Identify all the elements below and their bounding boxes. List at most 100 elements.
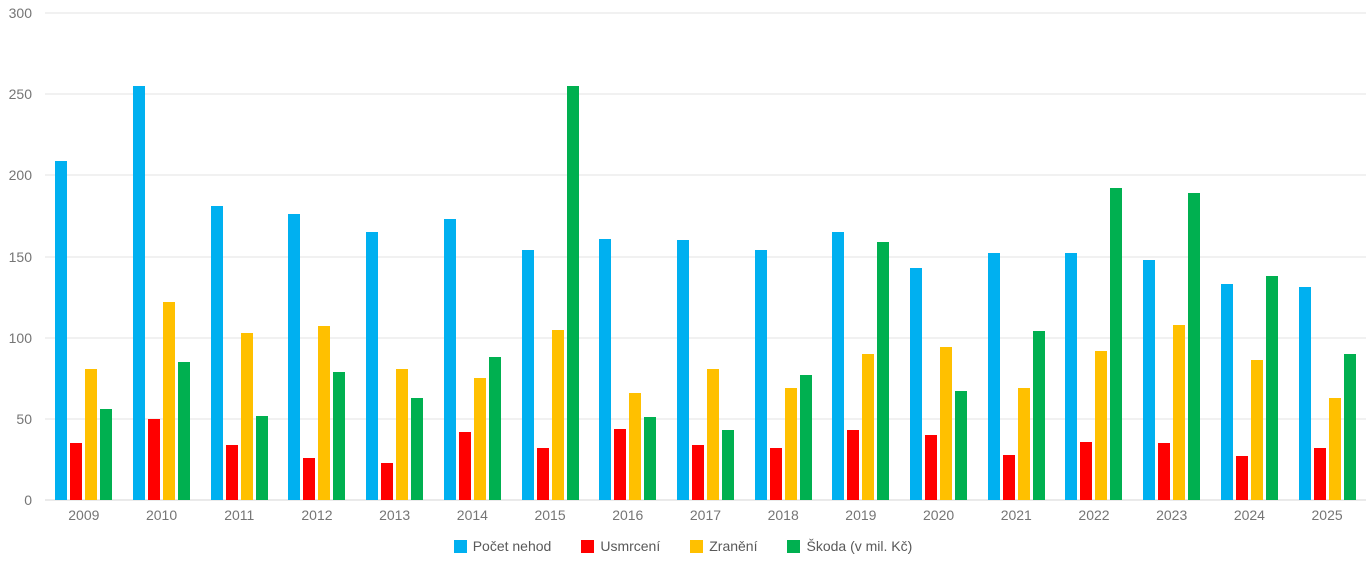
- bar-skoda-v-mil-kc-2021: [1032, 331, 1045, 500]
- x-axis-tick-label-2016: 2016: [612, 507, 644, 523]
- bar-zraneni-2019: [862, 353, 875, 500]
- bar-pocet-nehod-2020: [910, 267, 923, 500]
- bar-zraneni-2014: [473, 378, 486, 500]
- bar-skoda-v-mil-kc-2020: [955, 391, 968, 500]
- bar-usmrceni-2011: [225, 444, 238, 500]
- bar-pocet-nehod-2009: [55, 160, 68, 500]
- bar-zraneni-2012: [318, 326, 331, 500]
- legend-item-skoda-v-mil-kc: Škoda (v mil. Kč): [787, 538, 912, 554]
- bar-pocet-nehod-2025: [1298, 287, 1311, 500]
- x-axis-tick-label-2024: 2024: [1233, 507, 1265, 523]
- x-axis-baseline: [45, 499, 1366, 501]
- bar-skoda-v-mil-kc-2010: [178, 362, 191, 500]
- y-axis-tick-label: 200: [8, 167, 32, 184]
- bar-usmrceni-2012: [303, 457, 316, 500]
- bar-group-2017: [667, 13, 745, 500]
- bar-group-2025: [1288, 13, 1366, 500]
- bar-usmrceni-2014: [458, 431, 471, 500]
- bar-group-2011: [200, 13, 278, 500]
- chart-legend: Počet nehod Usmrcení Zranění Škoda (v mil. …: [0, 538, 1366, 554]
- bar-skoda-v-mil-kc-2016: [644, 417, 657, 500]
- bar-group-2021: [977, 13, 1055, 500]
- x-axis-tick-label-2015: 2015: [534, 507, 566, 523]
- x-axis-tick-label-2013: 2013: [379, 507, 411, 523]
- legend-label: Zranění: [709, 538, 758, 554]
- bar-zraneni-2024: [1250, 360, 1263, 500]
- gridline: [45, 418, 1366, 420]
- bar-skoda-v-mil-kc-2013: [411, 397, 424, 500]
- legend-item-zraneni: Zranění: [690, 538, 757, 554]
- bar-usmrceni-2021: [1002, 454, 1015, 500]
- x-axis-tick-label-2025: 2025: [1311, 507, 1343, 523]
- y-axis-tick-label: 250: [8, 86, 32, 103]
- bar-usmrceni-2024: [1235, 456, 1248, 500]
- bar-zraneni-2016: [629, 392, 642, 500]
- bar-group-2010: [123, 13, 201, 500]
- bar-pocet-nehod-2012: [288, 214, 301, 500]
- legend-swatch-icon: [453, 539, 467, 553]
- bar-zraneni-2015: [551, 329, 564, 500]
- legend-item-usmrceni: Usmrcení: [581, 538, 660, 554]
- bar-pocet-nehod-2018: [754, 250, 767, 500]
- y-axis-tick-label: 150: [8, 248, 32, 265]
- bar-pocet-nehod-2010: [133, 86, 146, 500]
- bar-skoda-v-mil-kc-2011: [255, 415, 268, 500]
- bar-usmrceni-2009: [70, 443, 83, 500]
- bar-skoda-v-mil-kc-2024: [1265, 275, 1278, 500]
- bar-usmrceni-2020: [925, 435, 938, 500]
- legend-item-pocet-nehod: Počet nehod: [453, 538, 551, 554]
- gridline: [45, 12, 1366, 14]
- bar-zraneni-2010: [163, 301, 176, 500]
- bar-group-2014: [434, 13, 512, 500]
- bar-skoda-v-mil-kc-2018: [799, 375, 812, 500]
- bar-pocet-nehod-2013: [366, 232, 379, 500]
- gridline: [45, 174, 1366, 176]
- bar-usmrceni-2016: [614, 428, 627, 500]
- x-axis-tick-label-2009: 2009: [68, 507, 100, 523]
- x-axis-tick-label-2020: 2020: [923, 507, 955, 523]
- bar-group-2023: [1133, 13, 1211, 500]
- bar-usmrceni-2025: [1313, 448, 1326, 500]
- x-axis-tick-label-2010: 2010: [145, 507, 178, 523]
- bar-group-2012: [278, 13, 356, 500]
- bar-usmrceni-2019: [847, 430, 860, 500]
- y-axis-tick-label: 0: [24, 492, 32, 508]
- gridline: [45, 337, 1366, 339]
- legend-swatch-icon: [581, 539, 595, 553]
- bar-skoda-v-mil-kc-2012: [333, 371, 346, 500]
- x-axis-tick-label-2018: 2018: [767, 507, 799, 523]
- bar-usmrceni-2013: [381, 462, 394, 500]
- bar-skoda-v-mil-kc-2009: [100, 409, 113, 500]
- bar-skoda-v-mil-kc-2019: [877, 241, 890, 500]
- x-axis: 2009 2010 2011 2012 2013 2014 2015 2016 2017 2018…: [45, 507, 1366, 524]
- bar-skoda-v-mil-kc-2023: [1188, 193, 1201, 500]
- bar-zraneni-2025: [1328, 397, 1341, 500]
- bar-skoda-v-mil-kc-2015: [566, 86, 579, 500]
- bar-skoda-v-mil-kc-2022: [1110, 188, 1123, 500]
- bar-zraneni-2021: [1017, 388, 1030, 500]
- bar-usmrceni-2018: [769, 448, 782, 500]
- bar-pocet-nehod-2019: [832, 232, 845, 500]
- bar-zraneni-2020: [940, 347, 953, 500]
- legend-label: Usmrcení: [600, 538, 661, 554]
- bar-zraneni-2023: [1173, 324, 1186, 500]
- x-axis-tick-label-2011: 2011: [224, 507, 255, 523]
- bar-pocet-nehod-2024: [1220, 284, 1233, 500]
- y-axis-tick-label: 100: [8, 329, 32, 346]
- gridline: [45, 93, 1366, 95]
- x-axis-tick-label-2022: 2022: [1078, 507, 1110, 523]
- bar-group-2024: [1211, 13, 1289, 500]
- gridline: [45, 256, 1366, 257]
- bars-row: [45, 13, 1366, 500]
- y-axis: 0 50 100 150 200 250 300: [0, 6, 32, 507]
- bar-usmrceni-2015: [536, 448, 549, 500]
- x-axis-tick-label-2019: 2019: [845, 507, 877, 523]
- bar-group-2020: [900, 13, 978, 500]
- bar-pocet-nehod-2021: [987, 253, 1000, 500]
- bar-usmrceni-2023: [1158, 443, 1171, 500]
- bar-zraneni-2013: [396, 368, 409, 500]
- bar-zraneni-2022: [1095, 350, 1108, 500]
- bar-group-2022: [1055, 13, 1133, 500]
- bar-zraneni-2018: [784, 388, 797, 500]
